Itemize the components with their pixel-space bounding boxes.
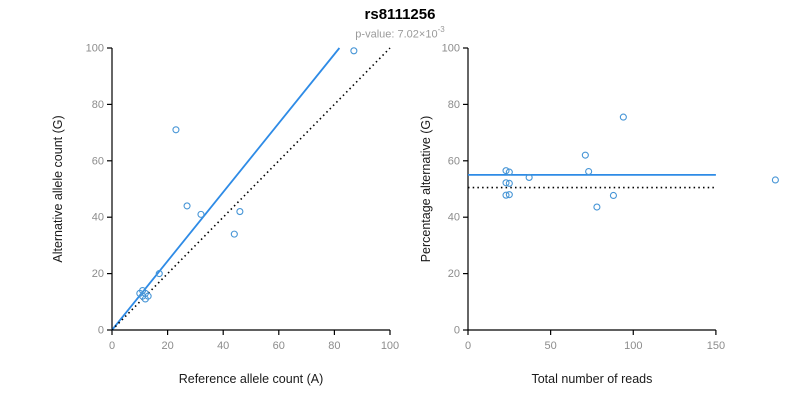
y-tick-label: 60 (448, 155, 460, 167)
data-point (155, 270, 163, 278)
data-point (144, 292, 152, 300)
x-tick-label: 60 (273, 340, 285, 352)
data-point (505, 179, 513, 187)
x-tick-label: 20 (161, 340, 173, 352)
x-tick-label: 0 (109, 340, 115, 352)
data-point (502, 167, 510, 175)
y-axis-label: Percentage alternative (G) (419, 116, 433, 263)
pvalue-exponent: -3 (437, 24, 445, 34)
data-point (585, 167, 593, 176)
data-point (619, 113, 627, 121)
x-tick-label: 100 (381, 340, 399, 352)
y-tick-label: 20 (92, 268, 104, 280)
x-axis-label: Total number of reads (531, 372, 652, 386)
data-point (183, 202, 191, 210)
figure-header: rs8111256 p-value: 7.02×10-3 (0, 6, 800, 42)
percentage-alternative-scatter-plot: 0 50 100 150 0 20 40 60 80 100 Total number of rea… (419, 43, 779, 386)
fitted-proportion-line (111, 47, 341, 331)
y-tick-label: 100 (442, 43, 460, 55)
y-axis-label: Alternative allele count (G) (51, 115, 65, 262)
x-axis-label: Reference allele count (A) (179, 372, 324, 386)
y-tick-label: 80 (448, 99, 460, 111)
y-tick-label: 0 (454, 325, 460, 337)
pvalue-label: p-value: (355, 28, 395, 41)
x-tick-label: 100 (624, 340, 642, 352)
y-tick-label: 60 (92, 155, 104, 167)
data-point (350, 47, 358, 55)
data-point (505, 168, 513, 176)
y-tick-label: 0 (98, 325, 104, 337)
plots-row: 0 20 40 60 80 100 0 20 40 60 80 100 Reference allele… (0, 40, 800, 400)
y-tick-label: 40 (448, 212, 460, 224)
x-tick-label: 0 (465, 340, 471, 352)
y-tick-label: 40 (92, 212, 104, 224)
y-tick-label: 80 (92, 99, 104, 111)
data-point (581, 151, 589, 159)
data-point (230, 230, 238, 238)
figure-subtitle: p-value: 7.02×10-3 (0, 24, 800, 42)
y-tick-label: 20 (448, 268, 460, 280)
data-point (593, 203, 601, 211)
x-tick-label: 80 (328, 340, 340, 352)
y-tick-label: 100 (86, 43, 104, 55)
data-point (525, 173, 533, 181)
figure-title: rs8111256 (364, 6, 436, 23)
data-point (609, 191, 617, 200)
data-point (172, 126, 180, 134)
data-point (502, 191, 510, 199)
data-point (197, 210, 205, 218)
allele-count-scatter-plot: 0 20 40 60 80 100 0 20 40 60 80 100 Reference allele… (51, 43, 399, 387)
data-point (505, 191, 513, 199)
x-tick-label: 150 (707, 340, 725, 352)
pvalue-mantissa: 7.02×10 (397, 28, 438, 41)
data-point (771, 176, 779, 184)
data-point (502, 179, 510, 187)
data-point (236, 208, 244, 216)
x-tick-label: 40 (217, 340, 229, 352)
x-tick-label: 50 (545, 340, 557, 352)
identity-line (111, 47, 391, 331)
